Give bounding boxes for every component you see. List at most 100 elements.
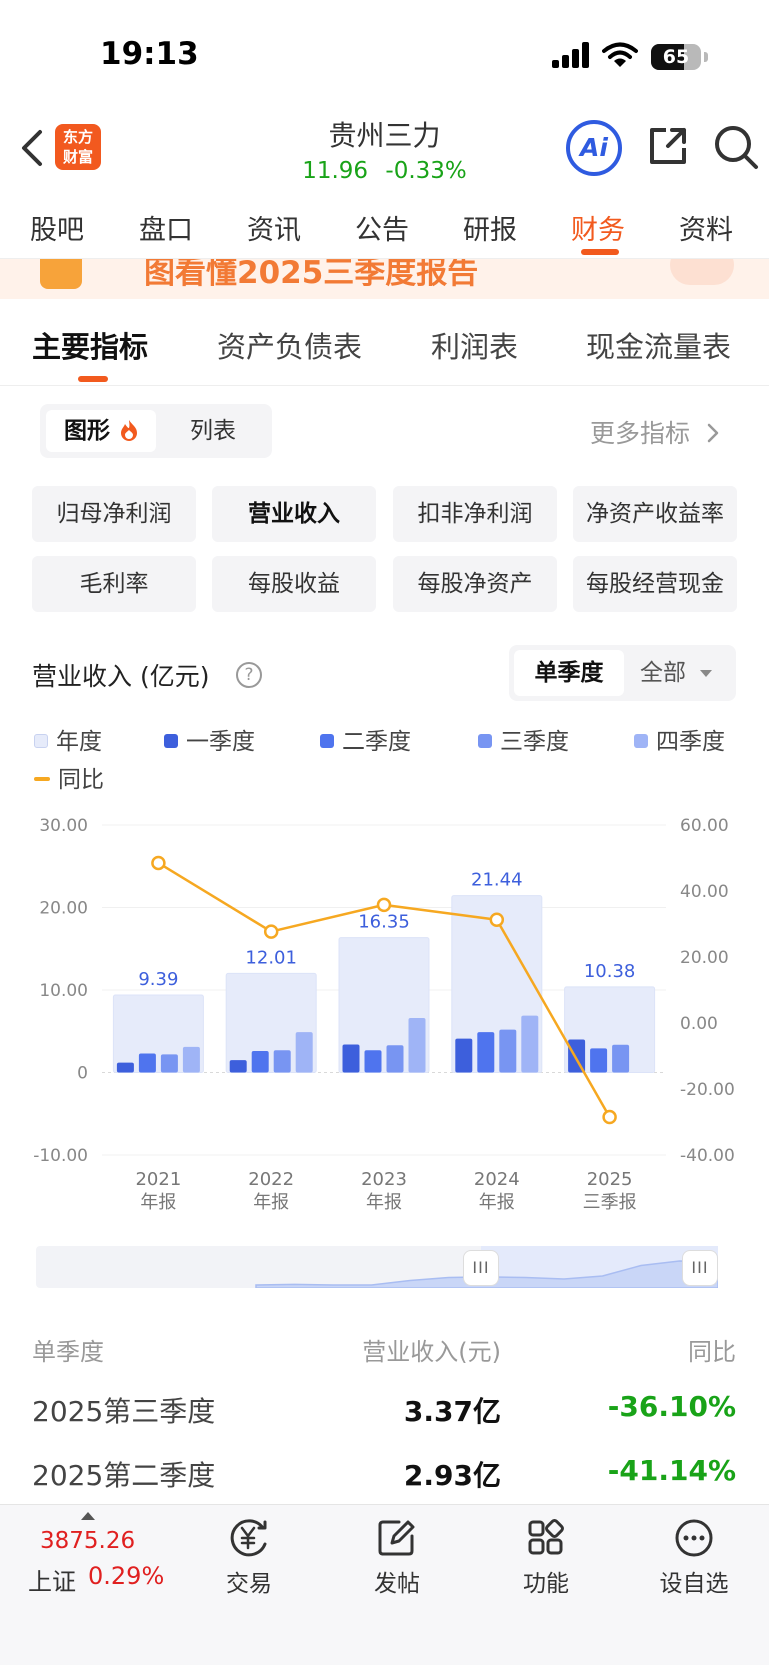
help-icon[interactable]: ? — [236, 662, 262, 688]
row-yoy: -36.10% — [607, 1390, 736, 1423]
x-axis-tick: 年报 — [253, 1192, 289, 1213]
bar-annual — [451, 895, 543, 1074]
metric-chip-bvps[interactable]: 每股净资产 — [393, 556, 557, 612]
row-value: 3.37亿 — [403, 1395, 501, 1428]
search-icon[interactable] — [713, 124, 759, 170]
tab-announcements[interactable]: 公告 — [355, 215, 409, 246]
y-axis-right-tick: 60.00 — [680, 816, 729, 836]
view-chart-button[interactable]: 图形 — [46, 410, 156, 452]
metric-chip-gross-margin[interactable]: 毛利率 — [32, 556, 196, 612]
stock-name: 贵州三力 — [328, 119, 441, 152]
share-icon[interactable] — [646, 124, 690, 168]
y-axis-left-tick: 0 — [77, 1064, 88, 1084]
nav-add-watchlist[interactable]: 设自选 — [634, 1518, 754, 1598]
tab-profile[interactable]: 资料 — [679, 215, 733, 246]
y-axis-left-tick: 10.00 — [39, 981, 88, 1001]
stock-quote: 11.96 -0.33% — [0, 158, 769, 184]
index-change[interactable]: 0.29% — [88, 1562, 165, 1590]
legend-yoy[interactable]: 同比 — [34, 760, 104, 794]
period-all-dropdown[interactable]: 全部 — [640, 650, 713, 696]
legend-annual[interactable]: 年度 — [34, 722, 102, 756]
index-value[interactable]: 3875.26 — [40, 1528, 136, 1554]
nav-functions[interactable]: 功能 — [486, 1518, 606, 1598]
tab-pankou[interactable]: 盘口 — [139, 215, 193, 246]
x-axis-tick: 2021 — [135, 1169, 181, 1190]
bar-quarter — [455, 1038, 473, 1073]
legend-q3[interactable]: 三季度 — [478, 722, 569, 756]
stock-change: -0.33% — [385, 158, 467, 184]
x-axis-tick: 2025 — [587, 1169, 633, 1190]
y-axis-right-tick: 40.00 — [680, 882, 729, 902]
legend-q1[interactable]: 一季度 — [164, 722, 255, 756]
legend-q2[interactable]: 二季度 — [320, 722, 411, 756]
yen-exchange-icon — [230, 1519, 267, 1557]
row-value: 2.93亿 — [403, 1459, 501, 1492]
bar-quarter — [138, 1053, 156, 1073]
metric-chip-revenue[interactable]: 营业收入 — [212, 486, 376, 542]
tab-news[interactable]: 资讯 — [247, 215, 301, 246]
battery-cap — [704, 52, 708, 62]
table-header-yoy: 同比 — [688, 1338, 736, 1366]
divider — [0, 258, 769, 259]
bar-quarter — [182, 1046, 200, 1073]
battery-icon: 65 — [651, 44, 701, 70]
tab-guba[interactable]: 股吧 — [30, 215, 84, 246]
cellular-signal-icon — [552, 42, 592, 68]
report-banner[interactable]: 图看懂2025三季度报告 — [0, 259, 769, 299]
bar-annual-label: 21.44 — [471, 870, 523, 891]
index-name[interactable]: 上证 — [28, 1568, 76, 1596]
tab-balance-sheet[interactable]: 资产负债表 — [217, 330, 363, 364]
bar-quarter — [251, 1051, 269, 1073]
expand-up-icon[interactable] — [81, 1512, 95, 1520]
bar-annual — [564, 986, 656, 1074]
tab-finance[interactable]: 财务 — [571, 215, 625, 246]
metric-chip-roe[interactable]: 净资产收益率 — [573, 486, 737, 542]
bar-annual — [338, 937, 430, 1073]
x-axis-tick: 三季报 — [583, 1192, 637, 1213]
back-icon[interactable] — [18, 128, 44, 168]
bar-quarter — [160, 1054, 178, 1073]
bar-quarter — [521, 1015, 539, 1073]
metric-chip-ocfps[interactable]: 每股经营现金 — [573, 556, 737, 612]
nav-functions-label: 功能 — [523, 1571, 569, 1597]
tab-research[interactable]: 研报 — [463, 215, 517, 246]
table-row[interactable]: 2025第三季度 3.37亿 -36.10% — [0, 1390, 769, 1454]
tab-key-indicators[interactable]: 主要指标 — [32, 330, 149, 364]
more-metrics-label: 更多指标 — [590, 419, 691, 448]
bar-quarter — [477, 1032, 495, 1073]
bar-annual-label: 16.35 — [358, 912, 410, 933]
more-circle-icon — [675, 1519, 713, 1557]
nav-post[interactable]: 发帖 — [337, 1518, 457, 1598]
x-axis-tick: 2024 — [474, 1169, 520, 1190]
metric-chip-net-profit[interactable]: 归母净利润 — [32, 486, 196, 542]
tab-income-statement[interactable]: 利润表 — [431, 330, 519, 364]
chart-title: 营业收入 (亿元) — [32, 662, 210, 691]
banner-arrow-icon — [670, 259, 734, 285]
view-list-button[interactable]: 列表 — [190, 418, 236, 444]
table-row[interactable]: 2025第二季度 2.93亿 -41.14% — [0, 1454, 769, 1518]
navigator-left-handle[interactable]: III — [463, 1250, 499, 1286]
eastmoney-logo[interactable]: 东方 财富 — [55, 124, 101, 170]
nav-trade-label: 交易 — [226, 1571, 272, 1597]
tab-cash-flow[interactable]: 现金流量表 — [586, 330, 732, 364]
legend-q4[interactable]: 四季度 — [634, 722, 725, 756]
revenue-chart[interactable]: 30.00 20.00 10.00 0 -10.00 60.00 40.00 20.00 0.0… — [0, 800, 769, 1220]
bottom-navigation — [0, 1504, 769, 1665]
active-tab-indicator — [581, 249, 619, 255]
bar-annual-label: 10.38 — [584, 961, 636, 982]
stock-price: 11.96 — [302, 158, 369, 184]
period-single-quarter-button[interactable]: 单季度 — [514, 650, 624, 696]
more-metrics-link[interactable]: 更多指标 — [590, 414, 720, 450]
row-period: 2025第三季度 — [32, 1395, 216, 1428]
metric-chip-deducted-profit[interactable]: 扣非净利润 — [393, 486, 557, 542]
chevron-right-icon — [707, 423, 719, 443]
table-header-value: 营业收入(元) — [362, 1338, 501, 1366]
navigator-right-handle[interactable]: III — [682, 1250, 718, 1286]
nav-trade[interactable]: 交易 — [189, 1518, 309, 1598]
metric-chip-eps[interactable]: 每股收益 — [212, 556, 376, 612]
y-axis-right-tick: -40.00 — [680, 1146, 735, 1166]
status-time: 19:13 — [100, 36, 199, 72]
ai-assistant-button[interactable]: Ai — [566, 120, 622, 176]
bar-annual — [112, 994, 204, 1073]
banner-text: 图看懂2025三季度报告 — [144, 259, 479, 291]
